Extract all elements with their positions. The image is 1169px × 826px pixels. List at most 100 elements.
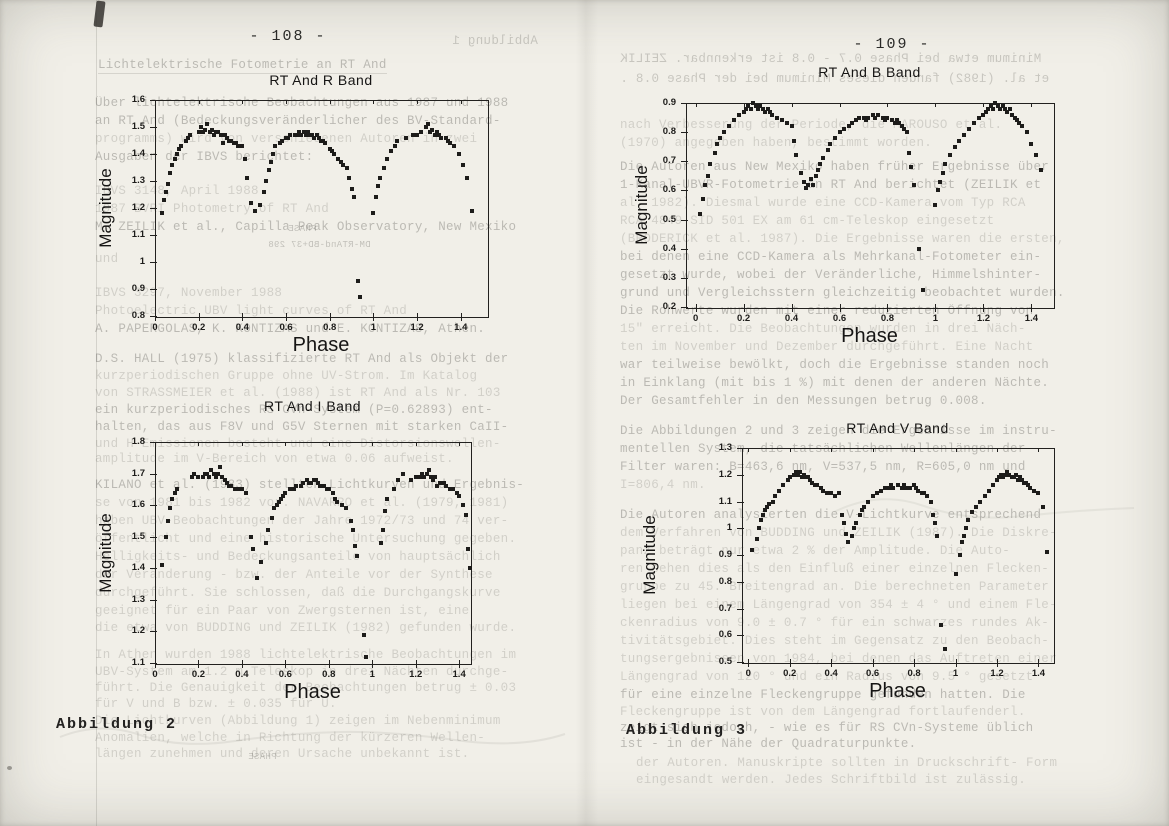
- data-point: [971, 121, 976, 126]
- data-point: [907, 150, 912, 155]
- data-point: [377, 176, 382, 181]
- plot-frame: [686, 103, 1055, 309]
- x-tick-label: 0.6: [279, 322, 293, 333]
- x-axis-tick-top: [997, 448, 999, 452]
- x-axis-tick: [373, 313, 375, 321]
- data-point: [244, 490, 249, 495]
- page-gutter-shadow: [576, 0, 598, 826]
- data-point: [445, 138, 450, 143]
- x-tick-label: 0.8: [322, 669, 336, 680]
- ghost-text-line: (1970) angegeben haben, bestimmt worden.: [620, 136, 933, 150]
- data-point: [753, 103, 758, 108]
- data-point: [922, 491, 927, 496]
- y-tick-label: 0.7: [662, 155, 676, 167]
- data-point: [272, 506, 277, 511]
- data-point: [727, 124, 732, 129]
- data-point: [250, 547, 255, 552]
- data-point: [827, 141, 832, 146]
- data-point: [953, 571, 958, 576]
- x-axis-tick-top: [955, 448, 957, 452]
- data-point: [409, 477, 414, 482]
- ghost-text-line: dem Verfahren von BUDDING und ZEILIK (19…: [620, 526, 1057, 540]
- data-point: [426, 468, 431, 473]
- y-tick-label: 0.9: [718, 549, 732, 560]
- ghost-text-line: ein kurzperiodisches RS CVn-System (P=0.…: [95, 403, 493, 417]
- data-point: [189, 474, 194, 479]
- data-point: [404, 135, 409, 140]
- data-point: [914, 486, 919, 491]
- data-point: [854, 520, 859, 525]
- data-point: [938, 179, 943, 184]
- data-point: [396, 477, 401, 482]
- data-point: [1032, 488, 1037, 493]
- data-point: [327, 146, 332, 151]
- data-point: [259, 559, 264, 564]
- data-point: [321, 138, 326, 143]
- y-axis-tick: [150, 100, 157, 101]
- data-point: [866, 499, 871, 504]
- data-point: [1000, 103, 1005, 108]
- y-tick-label: 1.1: [131, 229, 145, 240]
- data-point: [428, 474, 433, 479]
- data-point: [947, 153, 952, 158]
- x-axis-tick-top: [839, 103, 841, 107]
- data-point: [885, 115, 890, 120]
- ghost-text-line: amplitude im V-Bereich von etwa 0.06 auf…: [95, 452, 454, 466]
- x-axis-tick: [459, 660, 461, 668]
- y-axis-tick: [681, 248, 688, 250]
- data-point: [1017, 475, 1022, 480]
- data-point: [384, 157, 389, 162]
- y-axis-tick: [681, 190, 688, 192]
- data-point: [294, 133, 299, 138]
- data-point: [452, 143, 457, 148]
- x-tick-label: 1: [952, 668, 959, 679]
- data-point: [832, 135, 837, 140]
- data-point: [841, 520, 846, 525]
- data-point: [781, 483, 786, 488]
- data-point: [174, 152, 179, 156]
- data-point: [298, 484, 303, 489]
- y-axis-tick: [737, 528, 744, 530]
- plot-title: RT And V Band: [846, 420, 949, 436]
- data-point: [1024, 480, 1029, 485]
- x-tick-label: 1.4: [454, 322, 468, 333]
- y-tick-label: 0.8: [131, 310, 145, 321]
- data-point: [703, 182, 708, 187]
- data-point: [777, 488, 782, 493]
- data-point: [391, 487, 396, 492]
- data-point: [771, 499, 776, 504]
- data-point: [179, 143, 184, 148]
- data-point: [794, 153, 799, 158]
- data-point: [847, 124, 852, 129]
- data-point: [198, 125, 203, 129]
- ghost-text-line: an RT And (Bedeckungsveränderlicher des …: [95, 114, 501, 128]
- ghost-text-line: für eine einzelne Fleckengruppe gefunden…: [620, 688, 1026, 702]
- x-axis-tick-top: [242, 100, 244, 104]
- data-point: [419, 130, 424, 135]
- data-point: [264, 179, 269, 183]
- data-point: [1010, 112, 1015, 117]
- y-tick-label: 1.6: [131, 94, 145, 105]
- ghost-text-line: mentellen System, die tatsächlichen Well…: [620, 442, 1026, 456]
- data-point: [177, 146, 182, 151]
- data-point: [700, 197, 705, 202]
- data-point: [758, 103, 763, 108]
- ghost-text-line: bei denen eine CCD-Kamera als Mehrkanal-…: [620, 250, 1042, 264]
- data-point: [231, 141, 236, 146]
- ghost-text-line: 15" erreicht. Die Beobachtungen wurden i…: [620, 322, 1026, 336]
- data-point: [814, 483, 819, 488]
- x-axis-tick: [286, 313, 288, 321]
- data-point: [889, 483, 894, 488]
- ghost-text-line: Anomalien, welche in Richtung der kürzer…: [95, 731, 486, 745]
- data-point: [791, 472, 796, 477]
- x-axis-tick: [935, 304, 937, 312]
- data-point: [163, 189, 168, 194]
- x-tick-label: 0.2: [191, 669, 206, 680]
- figure-caption: Abbildung 3: [626, 722, 748, 739]
- data-point: [363, 654, 368, 659]
- data-point: [281, 493, 286, 498]
- data-point: [301, 130, 306, 135]
- x-axis-tick-top: [1031, 103, 1033, 107]
- data-point: [465, 547, 470, 552]
- plot-title: RT And B Band: [818, 64, 921, 80]
